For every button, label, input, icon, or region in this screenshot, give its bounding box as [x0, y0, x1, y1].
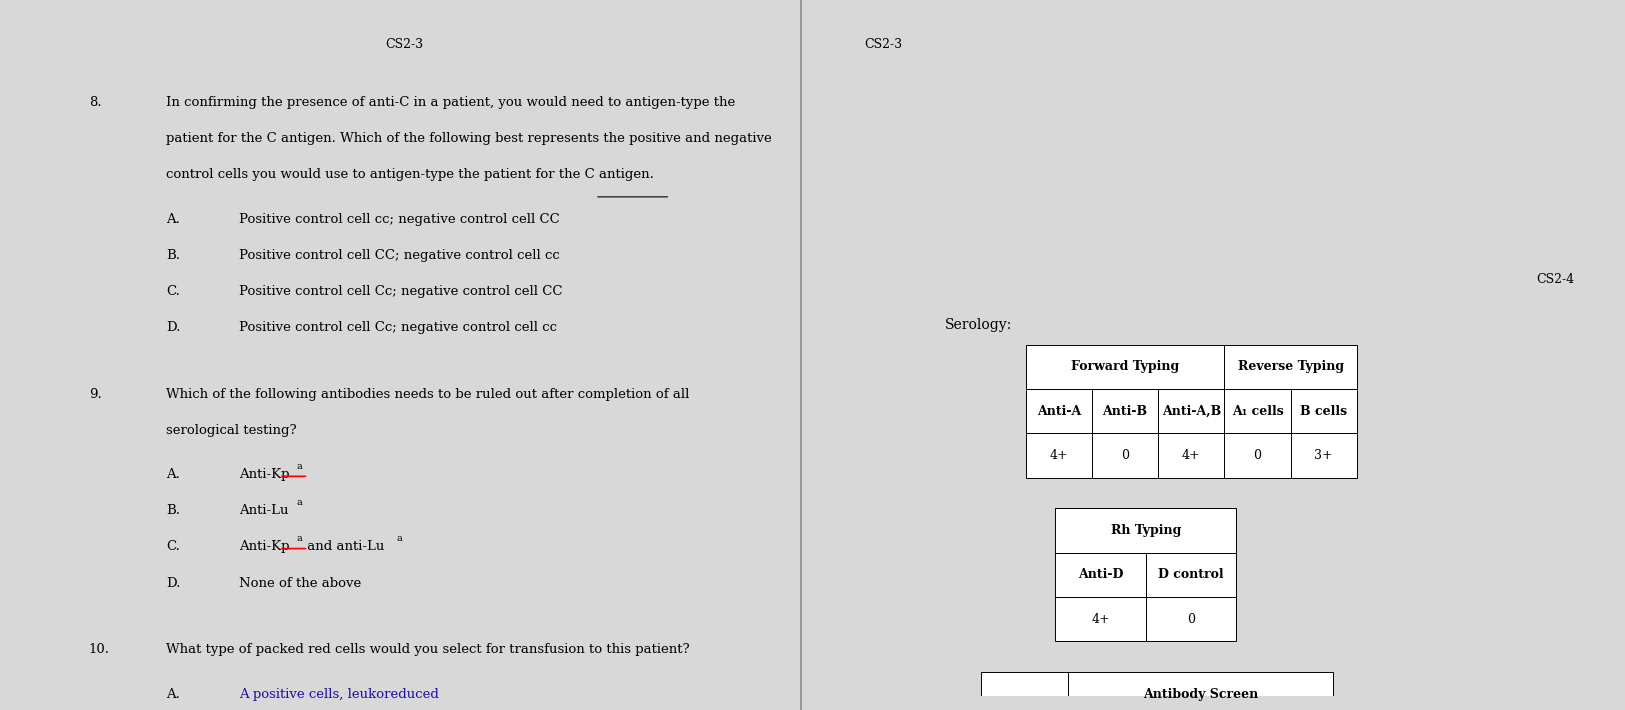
- Bar: [1092, 389, 1159, 433]
- Text: a: a: [296, 498, 302, 507]
- Text: D.: D.: [166, 321, 180, 334]
- Text: D.: D.: [166, 577, 180, 589]
- Bar: [1224, 433, 1290, 478]
- Text: 4+: 4+: [1181, 449, 1201, 462]
- Text: A positive cells, leukoreduced: A positive cells, leukoreduced: [239, 687, 439, 701]
- Bar: [1025, 389, 1092, 433]
- Text: 10.: 10.: [89, 643, 110, 656]
- Text: A₁ cells: A₁ cells: [1232, 405, 1284, 417]
- Text: Positive control cell cc; negative control cell CC: Positive control cell cc; negative contr…: [239, 212, 559, 226]
- Text: 4+: 4+: [1050, 449, 1068, 462]
- Text: Which of the following antibodies needs to be ruled out after completion of all: Which of the following antibodies needs …: [166, 388, 689, 400]
- Text: Anti-B: Anti-B: [1102, 405, 1147, 417]
- Text: CS2-3: CS2-3: [864, 38, 902, 51]
- Text: control cells you would use to antigen-type the patient for the C antigen.: control cells you would use to antigen-t…: [166, 168, 653, 181]
- Text: CS2-4: CS2-4: [1537, 273, 1575, 286]
- Text: 3+: 3+: [1315, 449, 1332, 462]
- Text: None of the above: None of the above: [239, 577, 361, 589]
- Text: Positive control cell CC; negative control cell cc: Positive control cell CC; negative contr…: [239, 248, 559, 262]
- Text: B.: B.: [166, 248, 180, 262]
- Bar: [1159, 389, 1224, 433]
- Text: B cells: B cells: [1300, 405, 1347, 417]
- Text: Anti-Kp: Anti-Kp: [239, 540, 289, 553]
- Text: Forward Typing: Forward Typing: [1071, 361, 1180, 373]
- Text: Serology:: Serology:: [944, 317, 1012, 332]
- Text: Rh Typing: Rh Typing: [1112, 524, 1181, 537]
- Bar: [1146, 552, 1237, 597]
- Text: C.: C.: [166, 540, 180, 553]
- Text: a: a: [296, 534, 302, 543]
- Text: 0: 0: [1253, 449, 1261, 462]
- Bar: [1290, 389, 1357, 433]
- Text: patient for the C antigen. Which of the following best represents the positive a: patient for the C antigen. Which of the …: [166, 132, 772, 145]
- Bar: [1224, 389, 1290, 433]
- Text: 0: 0: [1188, 613, 1194, 626]
- Bar: [1159, 433, 1224, 478]
- Text: A.: A.: [166, 212, 180, 226]
- Bar: [1092, 433, 1159, 478]
- Bar: [1056, 597, 1146, 641]
- Text: and anti-Lu: and anti-Lu: [302, 540, 385, 553]
- Text: 4+: 4+: [1092, 613, 1110, 626]
- Text: Antibody Screen: Antibody Screen: [1144, 687, 1259, 701]
- Text: D control: D control: [1159, 568, 1224, 581]
- Text: Anti-D: Anti-D: [1077, 568, 1123, 581]
- Text: Anti-A: Anti-A: [1037, 405, 1081, 417]
- Text: Reverse Typing: Reverse Typing: [1238, 361, 1344, 373]
- Text: 0: 0: [1121, 449, 1129, 462]
- Text: A.: A.: [166, 687, 180, 701]
- Text: Anti-Kp: Anti-Kp: [239, 468, 289, 481]
- Text: Positive control cell Cc; negative control cell cc: Positive control cell Cc; negative contr…: [239, 321, 557, 334]
- Bar: [982, 672, 1069, 710]
- Bar: [1025, 345, 1224, 389]
- Text: CS2-3: CS2-3: [385, 38, 424, 51]
- Text: B.: B.: [166, 504, 180, 518]
- Bar: [1224, 345, 1357, 389]
- Text: Anti-Lu: Anti-Lu: [239, 504, 289, 518]
- Bar: [1025, 433, 1092, 478]
- Text: 9.: 9.: [89, 388, 102, 400]
- Bar: [1290, 433, 1357, 478]
- Text: a: a: [296, 462, 302, 471]
- Text: Anti-A,B: Anti-A,B: [1162, 405, 1220, 417]
- Bar: [1146, 597, 1237, 641]
- Bar: [1056, 508, 1237, 552]
- Text: 8.: 8.: [89, 96, 101, 109]
- Bar: [1069, 672, 1334, 710]
- Text: Positive control cell Cc; negative control cell CC: Positive control cell Cc; negative contr…: [239, 285, 562, 297]
- Text: In confirming the presence of anti-C in a patient, you would need to antigen-typ: In confirming the presence of anti-C in …: [166, 96, 734, 109]
- Text: a: a: [396, 534, 403, 543]
- Text: What type of packed red cells would you select for transfusion to this patient?: What type of packed red cells would you …: [166, 643, 689, 656]
- Text: C.: C.: [166, 285, 180, 297]
- Bar: [1056, 552, 1146, 597]
- Text: A.: A.: [166, 468, 180, 481]
- Text: serological testing?: serological testing?: [166, 424, 296, 437]
